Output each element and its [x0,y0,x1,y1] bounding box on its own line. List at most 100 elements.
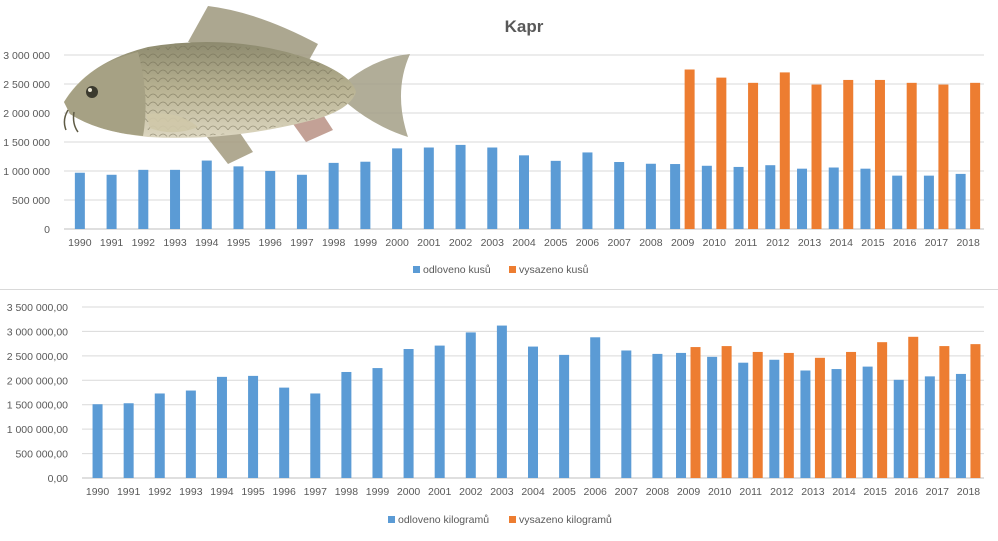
x-tick-label: 2007 [607,237,631,249]
legend-label: odloveno kusů [423,264,491,276]
x-tick-label: 2009 [677,486,701,498]
x-tick-label: 2004 [521,486,545,498]
x-tick-label: 2001 [417,237,441,249]
bar-vysazeno-kusů [843,79,854,229]
x-tick-label: 2015 [861,237,885,249]
bar-odloveno-kusů [955,173,966,229]
x-tick-label: 2002 [449,237,473,249]
bar-odloveno-kusů [670,164,681,229]
bar-odloveno-kusů [170,169,181,229]
x-tick-label: 1999 [366,486,390,498]
bar-vysazeno-kusů [779,72,790,230]
x-tick-label: 2014 [832,486,856,498]
bar-odloveno-kilogramů [738,362,749,478]
x-tick-label: 1994 [195,237,219,249]
bar-vysazeno-kilogramů [939,346,950,478]
x-tick-label: 1990 [68,237,92,249]
y-tick-label: 2 500 000,00 [7,351,68,363]
x-tick-label: 2011 [739,486,762,498]
x-tick-label: 1992 [132,237,156,249]
x-tick-label: 2016 [893,237,917,249]
bar-vysazeno-kusů [716,77,727,230]
chart-kilogramy-panel: 0,00 500 000,00 1 000 000,00 1 500 000,00 2 … [0,292,998,541]
bar-odloveno-kusů [701,165,712,229]
x-tick-label: 2018 [956,237,980,249]
bar-odloveno-kilogramů [310,393,321,478]
bar-vysazeno-kusů [874,79,885,229]
x-tick-label: 2000 [385,237,409,249]
bar-odloveno-kilogramů [92,404,103,478]
bar-odloveno-kusů [797,168,808,229]
bar-odloveno-kilogramů [862,366,873,478]
x-tick-label: 2014 [830,237,854,249]
bar-odloveno-kilogramů [652,353,663,478]
x-tick-label: 2009 [671,237,695,249]
legend-swatch [388,516,395,523]
bar-odloveno-kilogramů [528,346,538,478]
x-tick-label: 2016 [895,486,919,498]
bar-odloveno-kusů [138,169,149,229]
x-tick-label: 1991 [100,237,124,249]
x-tick-label: 2001 [428,486,452,498]
x-tick-label: 1997 [304,486,328,498]
bar-odloveno-kilogramů [800,370,811,478]
bar-odloveno-kilogramů [279,387,290,478]
bar-odloveno-kilogramů [154,393,165,478]
bar-odloveno-kusů [733,166,744,229]
bar-odloveno-kusů [296,174,307,229]
x-tick-label: 2017 [926,486,950,498]
bar-odloveno-kusů [328,162,339,229]
bar-vysazeno-kilogramů [721,346,732,478]
x-tick-label: 2010 [703,237,727,249]
bar-odloveno-kilogramů [372,368,383,478]
x-tick-label: 1994 [210,486,234,498]
bar-vysazeno-kusů [906,82,917,229]
bar-odloveno-kilogramů [955,373,966,478]
x-tick-label: 2017 [925,237,949,249]
y-tick-label: 500 000,00 [15,449,68,461]
y-tick-label: 0 [44,224,50,236]
bar-odloveno-kusů [106,174,117,229]
bar-odloveno-kilogramů [707,356,718,478]
bar-odloveno-kilogramů [621,350,632,478]
bar-odloveno-kilogramů [676,352,687,478]
bar-odloveno-kilogramů [248,375,259,478]
bar-odloveno-kilogramů [465,332,476,478]
bar-odloveno-kilogramů [123,403,134,478]
bar-odloveno-kilogramů [924,376,935,478]
x-tick-label: 2004 [512,237,536,249]
x-tick-label: 2011 [735,237,758,249]
carp-fish-illustration [63,6,410,164]
x-tick-label: 2010 [708,486,732,498]
y-tick-label: 1 500 000 [3,137,50,149]
bar-vysazeno-kusů [938,84,949,229]
bar-odloveno-kusů [360,161,371,229]
x-tick-label: 1997 [290,237,314,249]
x-tick-label: 2006 [584,486,608,498]
bar-odloveno-kusů [582,152,593,229]
bar-odloveno-kilogramů [403,349,414,478]
bar-odloveno-kilogramů [216,376,227,478]
y-tick-label: 0,00 [48,473,69,485]
x-tick-label: 1990 [86,486,110,498]
bar-odloveno-kusů [392,148,403,229]
bar-vysazeno-kilogramů [690,347,701,478]
bar-odloveno-kusů [923,175,934,229]
x-tick-label: 2002 [459,486,483,498]
x-tick-label: 2012 [766,237,790,249]
bar-vysazeno-kusů [748,82,759,229]
y-tick-label: 500 000 [12,195,50,207]
y-tick-label: 1 000 000 [3,166,50,178]
bar-odloveno-kusů [455,144,466,229]
bar-odloveno-kusů [614,162,625,229]
x-tick-label: 2006 [576,237,600,249]
bar-vysazeno-kusů [811,84,822,229]
bar-odloveno-kusů [765,165,776,229]
y-tick-label: 1 000 000,00 [7,424,68,436]
x-tick-label: 2003 [490,486,514,498]
y-tick-label: 3 000 000 [3,50,50,62]
x-tick-label: 2003 [481,237,505,249]
bar-odloveno-kusů [550,160,561,229]
x-tick-label: 1998 [335,486,359,498]
bar-vysazeno-kilogramů [908,336,919,478]
